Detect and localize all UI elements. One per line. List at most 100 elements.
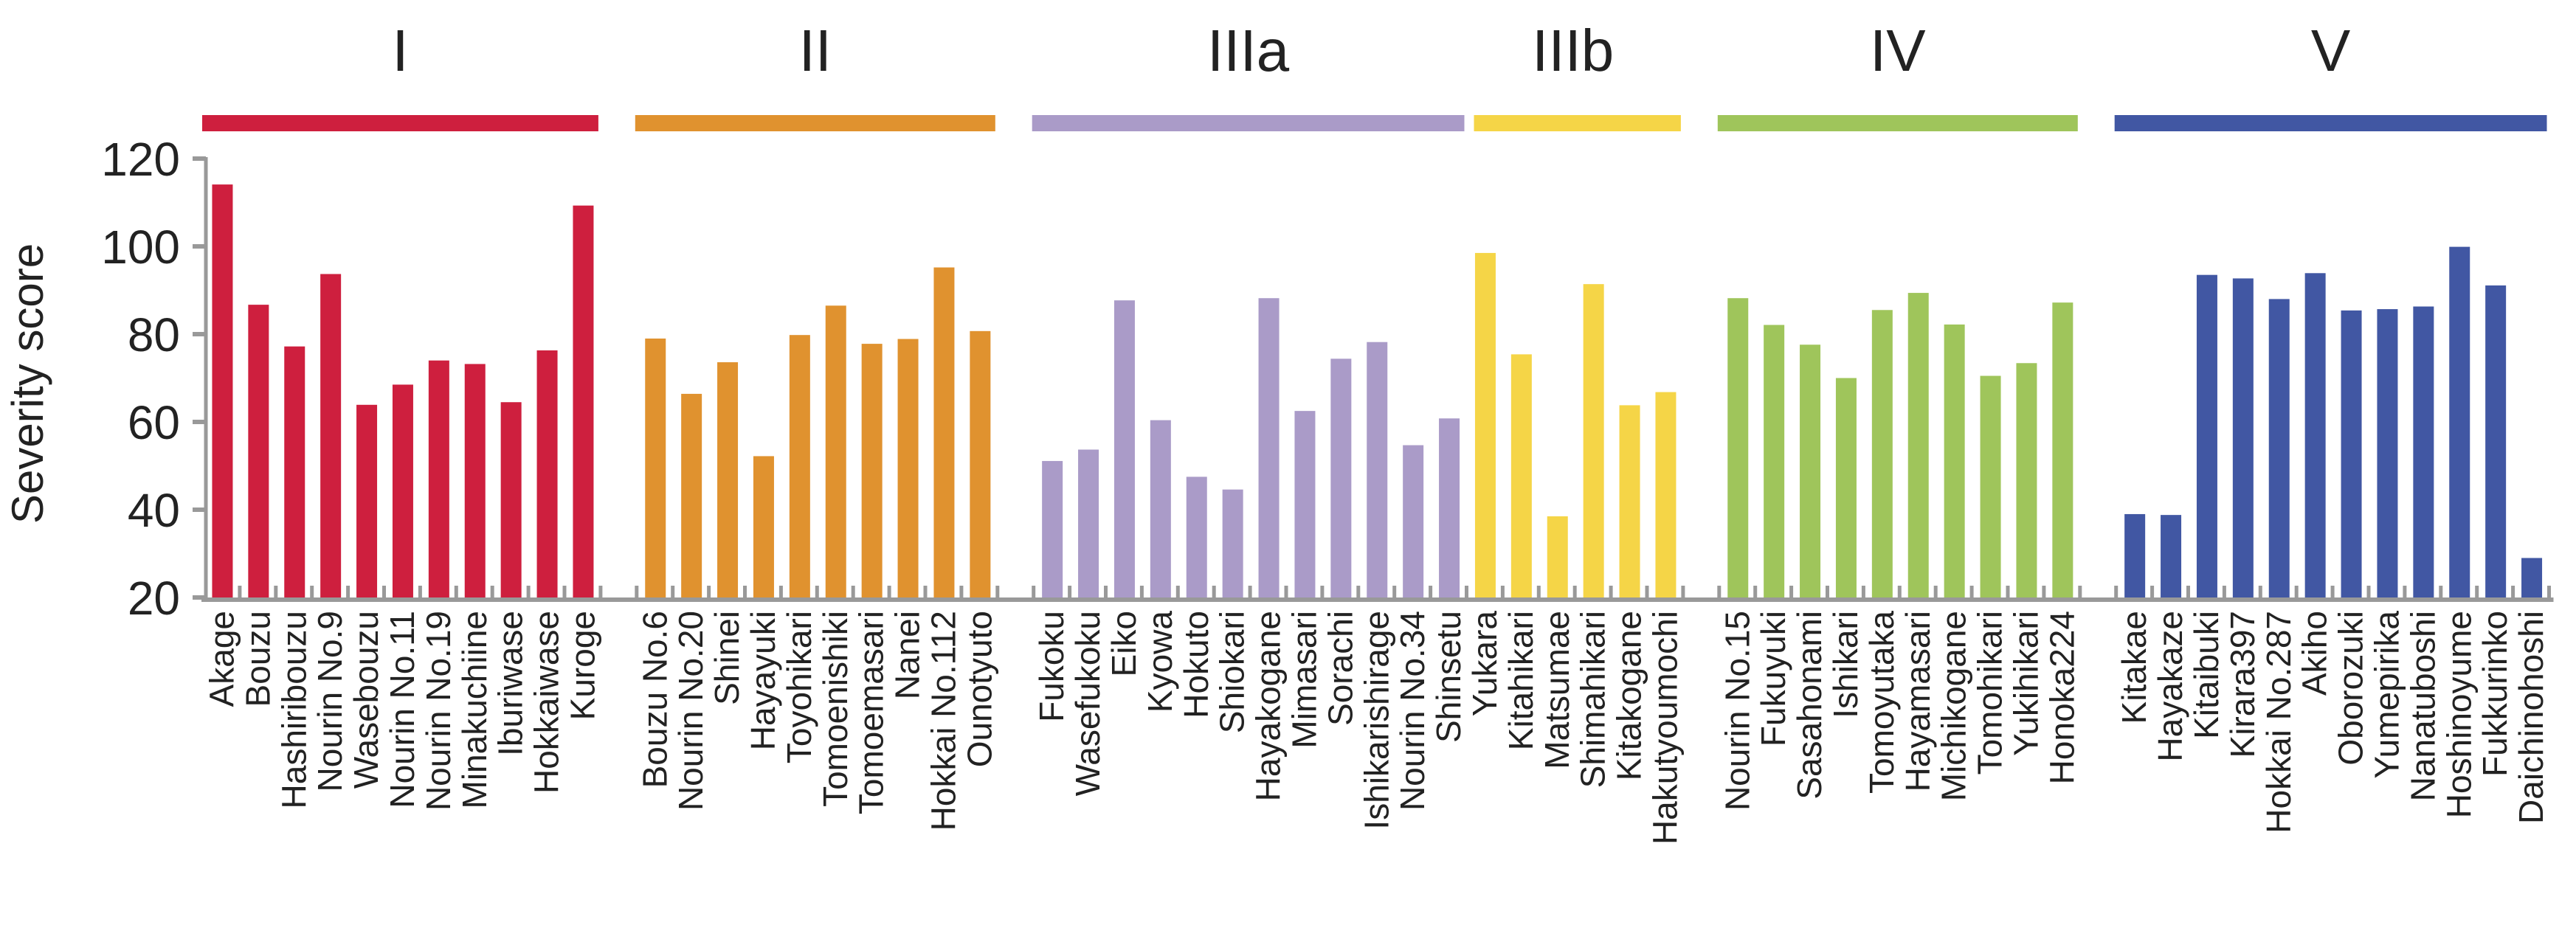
x-tick-label: Hokkai No.112: [924, 611, 962, 831]
x-tick-label: Tomohikari: [1971, 611, 2009, 775]
bar-tomoenishiki: [825, 305, 846, 597]
y-tick-label: 20: [128, 572, 180, 625]
group-bar-iv: [1717, 115, 2078, 131]
bar-matsumae: [1547, 516, 1568, 597]
x-tick-label: Mimasari: [1285, 611, 1323, 749]
bar-akiho: [2304, 273, 2326, 597]
bar-tomohikari: [1980, 375, 2001, 597]
x-tick-label: Sorachi: [1321, 611, 1359, 726]
bar-hokuto: [1186, 477, 1207, 597]
y-axis: 20 40 60 80 100 120: [101, 133, 208, 625]
bar-nourin-no-11: [392, 384, 413, 597]
bar-ishikari: [1835, 378, 1857, 597]
y-axis-title: Severity score: [3, 243, 52, 524]
x-tick-label: Oborozuki: [2332, 611, 2370, 766]
bar-yumepirika: [2377, 309, 2398, 597]
group-bar-iiia: [1032, 115, 1465, 131]
bar-hayayuki: [753, 456, 774, 597]
x-tick-label: Hayamasari: [1899, 611, 1937, 791]
x-tick-label: Bouzu No.6: [635, 611, 674, 788]
bar-fukoku: [1042, 460, 1063, 597]
x-tick-label: Iburiwase: [491, 611, 530, 756]
x-tick-label: Ishikarishirage: [1357, 611, 1395, 830]
x-tick-label: Fukkurinko: [2476, 611, 2514, 777]
x-tick-label: Hokuto: [1177, 611, 1215, 718]
bar-oborozuki: [2341, 310, 2362, 597]
bar-shinei: [717, 362, 739, 597]
x-tick-label: Minakuchiine: [455, 611, 494, 808]
x-tick-label: Yukihikari: [2006, 611, 2045, 756]
y-tick-label: 100: [101, 221, 180, 274]
bar-nanei: [897, 339, 919, 597]
bar-hayamasari: [1907, 293, 1929, 597]
group-bar-iiib: [1474, 115, 1681, 131]
bar-nourin-no-20: [681, 393, 702, 597]
bar-kyowa: [1150, 420, 1171, 597]
x-tick-label: Kitahikari: [1502, 611, 1540, 750]
bar-mimasari: [1294, 411, 1316, 597]
bar-nanatuboshi: [2413, 306, 2434, 597]
bar-hashiribouzu: [284, 346, 305, 597]
x-tick-label: Hashiribouzu: [274, 611, 313, 808]
group-label-iiib: IIIb: [1532, 18, 1614, 83]
x-tick-label: Shimahikari: [1574, 611, 1612, 788]
bar-yukihikari: [2016, 363, 2037, 597]
bar-kitakogane: [1619, 405, 1640, 597]
bar-kitakae: [2124, 513, 2146, 597]
x-tick-label: Akiho: [2296, 611, 2334, 696]
bar-hoshinoyume: [2449, 246, 2470, 597]
bar-sasahonami: [1800, 344, 1821, 597]
x-tick-label: Nourin No.11: [383, 611, 421, 808]
x-tick-label: Nourin No.20: [671, 611, 710, 811]
x-tick-label: Tomoemasari: [852, 611, 891, 814]
bar-shinsetu: [1439, 418, 1460, 597]
bar-hayakaze: [2161, 515, 2182, 597]
bar-tomoemasari: [861, 344, 883, 597]
bar-bouzu: [248, 305, 269, 597]
bar-iburiwase: [500, 402, 522, 597]
x-tick-label: Fukoku: [1032, 611, 1071, 722]
x-tick-label: Ishikari: [1826, 611, 1865, 718]
x-tick-label: Kuroge: [563, 611, 601, 720]
x-tick-label: Kitaibuki: [2187, 611, 2225, 739]
bar-minakuchiine: [464, 364, 486, 597]
x-tick-label: Hayakaze: [2151, 611, 2189, 762]
x-tick-label: Shinei: [708, 611, 746, 705]
bar-ounotyuto: [970, 330, 991, 597]
bar-tomoyutaka: [1871, 310, 1893, 597]
bar-sorachi: [1330, 358, 1352, 597]
bar-hokkai-no-287: [2268, 299, 2290, 597]
x-tick-label: Toyohikari: [780, 611, 818, 763]
x-tick-label: Tomoenishiki: [816, 611, 854, 807]
group-headers: I II IIIa IIIb IV V: [202, 18, 2547, 131]
group-bar-i: [202, 115, 598, 131]
x-tick-label: Nourin No.19: [419, 611, 457, 811]
x-tick-label: Yumepirika: [2367, 611, 2406, 779]
bar-ishikarishirage: [1367, 342, 1388, 597]
group-label-ii: II: [799, 18, 832, 83]
x-tick-label: Nourin No.34: [1393, 611, 1432, 811]
bar-fukkurinko: [2485, 285, 2507, 597]
group-label-iiia: IIIa: [1207, 18, 1290, 83]
group-label-v: V: [2311, 18, 2351, 83]
bar-kirara397: [2232, 278, 2254, 597]
y-tick-label: 80: [128, 308, 180, 361]
x-tick-label: Matsumae: [1538, 611, 1576, 769]
group-bar-ii: [635, 115, 995, 131]
x-tick-label: Shinsetu: [1429, 611, 1468, 743]
y-tick-label: 60: [128, 396, 180, 449]
x-tick-label: Nourin No.15: [1718, 611, 1756, 811]
group-label-iv: IV: [1870, 18, 1926, 83]
bar-michikogane: [1944, 324, 1965, 597]
bar-toyohikari: [789, 335, 810, 597]
x-tick-label: Honoka224: [2043, 611, 2081, 784]
x-tick-label: Yukara: [1465, 611, 1504, 717]
x-tick-label: Eiko: [1105, 611, 1143, 676]
bar-shimahikari: [1583, 284, 1604, 597]
x-tick-label: Nanei: [888, 611, 927, 699]
bar-honoka224: [2052, 302, 2073, 597]
bar-hokkaiwase: [536, 350, 558, 597]
y-tick-label: 40: [128, 484, 180, 537]
